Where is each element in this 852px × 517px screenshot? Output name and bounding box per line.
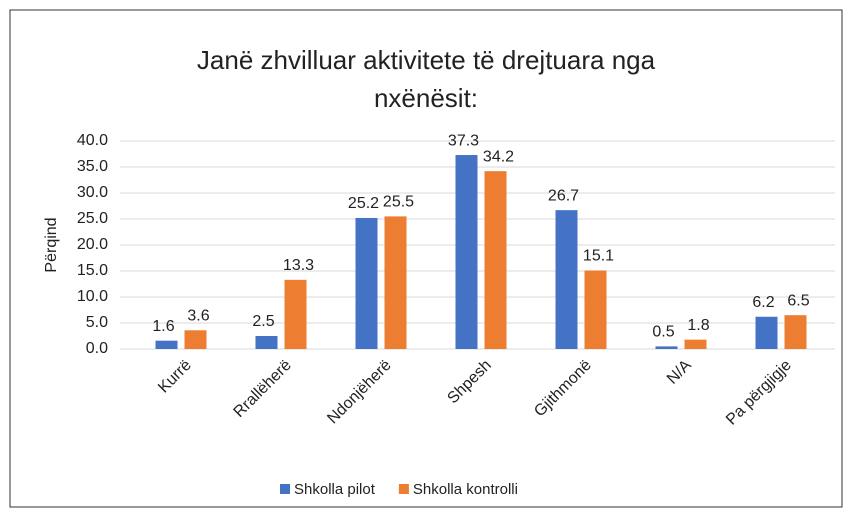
bar — [255, 336, 278, 349]
y-axis-label: Përqind — [43, 217, 60, 272]
data-label: 3.6 — [187, 307, 209, 324]
data-label: 26.7 — [548, 187, 579, 204]
data-label: 6.2 — [752, 294, 774, 311]
data-label: 1.8 — [687, 317, 709, 334]
bar — [355, 217, 378, 349]
chart-title: Janë zhvilluar aktivitete të drejtuara n… — [197, 45, 656, 75]
y-tick-label: 0.0 — [86, 340, 108, 357]
data-label: 34.2 — [483, 148, 514, 165]
data-label: 25.5 — [383, 194, 414, 211]
bar — [655, 346, 678, 349]
data-label: 6.5 — [787, 292, 809, 309]
legend-label: Shkolla pilot — [294, 481, 376, 498]
bar — [784, 315, 807, 349]
data-label: 0.5 — [652, 324, 674, 341]
data-label: 37.3 — [448, 132, 479, 149]
y-tick-label: 30.0 — [77, 184, 108, 201]
bar — [584, 270, 607, 349]
legend-label: Shkolla kontrolli — [413, 481, 518, 498]
bar — [384, 216, 407, 349]
chart-border — [9, 9, 843, 508]
data-label: 1.6 — [152, 318, 174, 335]
bar — [555, 210, 578, 349]
y-tick-label: 15.0 — [77, 262, 108, 279]
legend-swatch — [280, 484, 290, 494]
bar — [484, 171, 507, 349]
bar — [155, 340, 178, 349]
chart-title: nxënësit: — [374, 83, 478, 113]
data-label: 2.5 — [252, 313, 274, 330]
y-tick-label: 5.0 — [86, 314, 108, 331]
y-tick-label: 20.0 — [77, 236, 108, 253]
y-tick-label: 40.0 — [77, 132, 108, 149]
bar — [184, 330, 207, 349]
bar — [755, 316, 778, 349]
bar — [684, 339, 707, 349]
y-tick-label: 25.0 — [77, 210, 108, 227]
legend-swatch — [398, 484, 409, 494]
y-tick-label: 35.0 — [77, 158, 108, 175]
bar — [455, 155, 478, 349]
data-label: 25.2 — [348, 195, 379, 212]
data-label: 15.1 — [583, 248, 614, 265]
data-label: 13.3 — [283, 257, 314, 274]
bar — [284, 279, 307, 349]
y-tick-label: 10.0 — [77, 288, 108, 305]
